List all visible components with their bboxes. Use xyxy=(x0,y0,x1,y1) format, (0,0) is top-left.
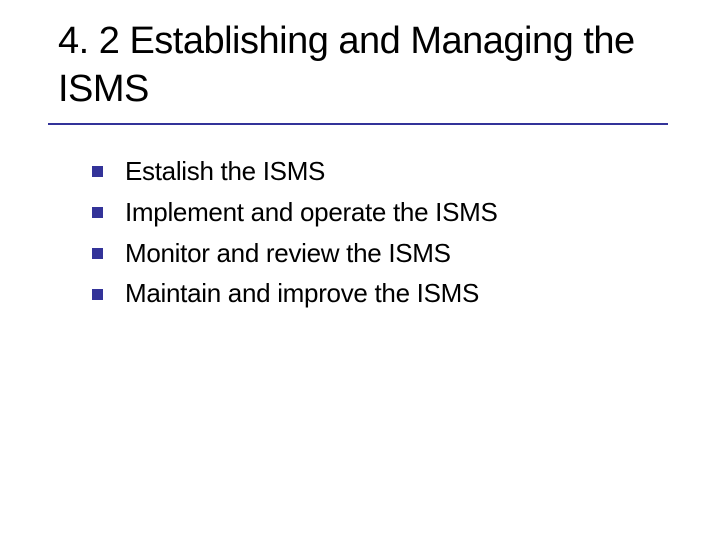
bullet-text: Estalish the ISMS xyxy=(125,155,325,189)
bullet-text: Monitor and review the ISMS xyxy=(125,237,451,271)
square-bullet-icon xyxy=(92,207,103,218)
square-bullet-icon xyxy=(92,248,103,259)
title-underline xyxy=(48,123,668,125)
bullet-list: Estalish the ISMS Implement and operate … xyxy=(58,155,680,311)
square-bullet-icon xyxy=(92,166,103,177)
slide-container: 4. 2 Establishing and Managing the ISMS … xyxy=(0,0,720,540)
list-item: Monitor and review the ISMS xyxy=(92,237,680,271)
square-bullet-icon xyxy=(92,289,103,300)
bullet-text: Implement and operate the ISMS xyxy=(125,196,498,230)
list-item: Maintain and improve the ISMS xyxy=(92,277,680,311)
slide-title: 4. 2 Establishing and Managing the ISMS xyxy=(58,18,680,113)
list-item: Estalish the ISMS xyxy=(92,155,680,189)
list-item: Implement and operate the ISMS xyxy=(92,196,680,230)
bullet-text: Maintain and improve the ISMS xyxy=(125,277,479,311)
